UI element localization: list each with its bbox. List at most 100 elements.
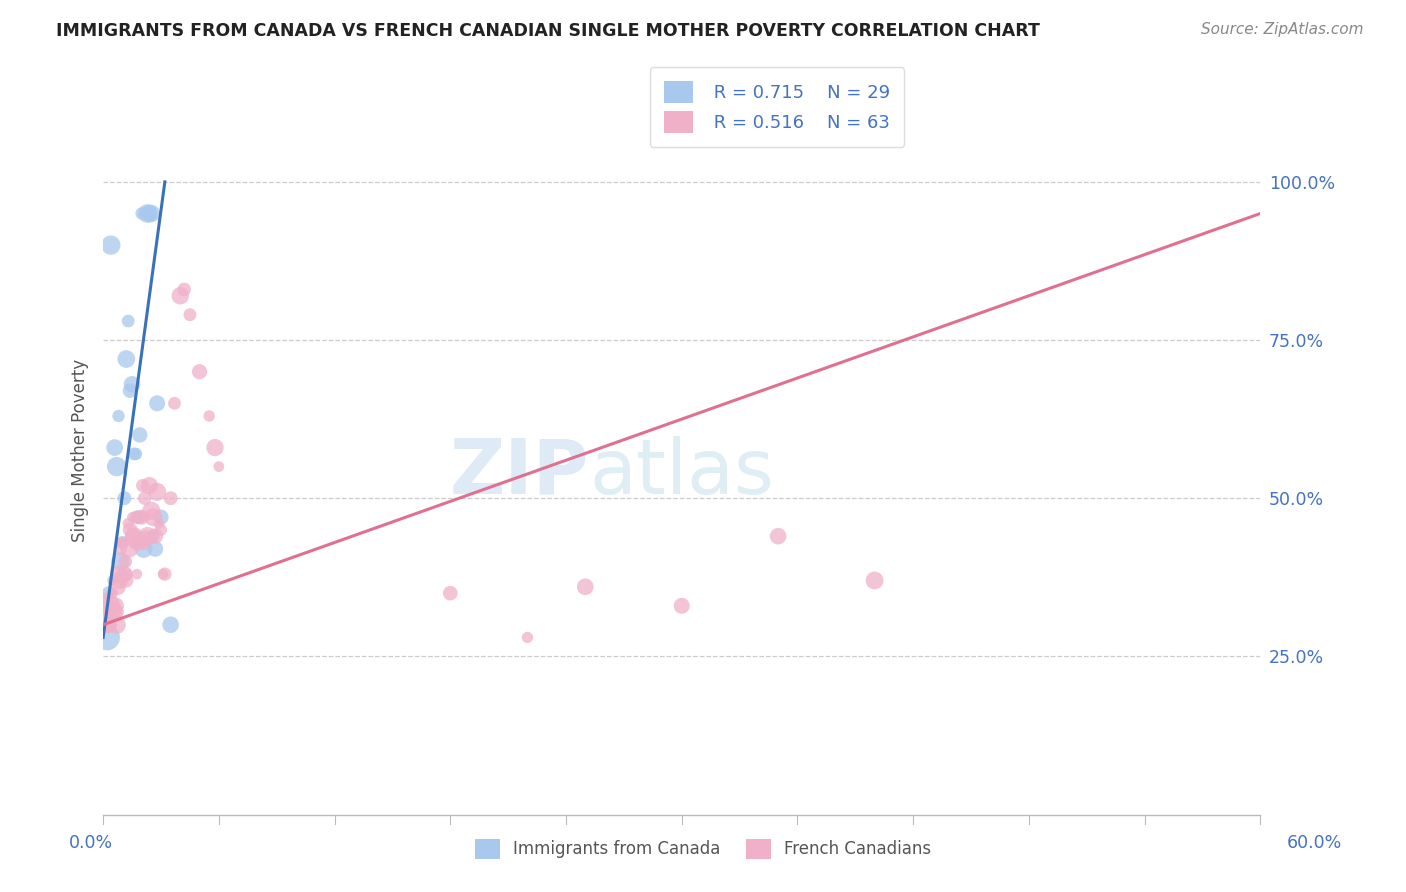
Point xyxy=(142,510,165,524)
Point xyxy=(111,535,134,549)
Point xyxy=(121,377,143,392)
Point xyxy=(766,529,789,543)
Point xyxy=(107,567,129,582)
Point xyxy=(128,510,150,524)
Point xyxy=(141,206,163,220)
Text: 60.0%: 60.0% xyxy=(1286,834,1343,852)
Point xyxy=(94,599,117,613)
Point xyxy=(153,567,176,582)
Point xyxy=(121,510,143,524)
Point xyxy=(115,567,138,582)
Point xyxy=(127,510,149,524)
Point xyxy=(134,491,156,506)
Point xyxy=(125,567,148,582)
Point xyxy=(439,586,461,600)
Point xyxy=(122,447,145,461)
Point xyxy=(96,599,118,613)
Point xyxy=(132,535,155,549)
Point xyxy=(138,206,160,220)
Text: atlas: atlas xyxy=(589,435,775,509)
Point xyxy=(105,617,128,632)
Point xyxy=(150,510,173,524)
Point xyxy=(159,617,181,632)
Point xyxy=(100,238,122,252)
Point xyxy=(107,409,129,423)
Point xyxy=(127,535,149,549)
Y-axis label: Single Mother Poverty: Single Mother Poverty xyxy=(72,359,89,542)
Point xyxy=(135,529,157,543)
Point xyxy=(120,523,142,537)
Point xyxy=(863,574,886,588)
Point xyxy=(131,478,153,492)
Point xyxy=(104,599,127,613)
Point xyxy=(120,384,142,398)
Point xyxy=(143,541,166,556)
Legend: Immigrants from Canada, French Canadians: Immigrants from Canada, French Canadians xyxy=(468,832,938,866)
Point xyxy=(132,541,155,556)
Point xyxy=(97,617,120,632)
Point xyxy=(97,586,120,600)
Point xyxy=(143,529,166,543)
Point xyxy=(169,289,191,303)
Point xyxy=(152,567,174,582)
Text: Source: ZipAtlas.com: Source: ZipAtlas.com xyxy=(1201,22,1364,37)
Point xyxy=(108,574,131,588)
Legend:  R = 0.715    N = 29,  R = 0.516    N = 63: R = 0.715 N = 29, R = 0.516 N = 63 xyxy=(650,67,904,147)
Point xyxy=(671,599,693,613)
Point xyxy=(117,314,139,328)
Point xyxy=(188,365,211,379)
Point xyxy=(107,580,129,594)
Point xyxy=(574,580,596,594)
Point xyxy=(103,605,125,619)
Point xyxy=(111,535,134,549)
Point xyxy=(146,484,169,499)
Point xyxy=(124,535,146,549)
Point xyxy=(125,510,148,524)
Text: ZIP: ZIP xyxy=(450,435,589,509)
Point xyxy=(105,459,128,474)
Point xyxy=(125,447,148,461)
Point xyxy=(118,541,141,556)
Point xyxy=(179,308,201,322)
Point xyxy=(128,428,150,442)
Point xyxy=(110,541,132,556)
Point xyxy=(100,599,122,613)
Point xyxy=(142,529,165,543)
Point xyxy=(136,529,159,543)
Point xyxy=(112,535,135,549)
Point xyxy=(138,478,160,492)
Point xyxy=(104,605,127,619)
Text: IMMIGRANTS FROM CANADA VS FRENCH CANADIAN SINGLE MOTHER POVERTY CORRELATION CHAR: IMMIGRANTS FROM CANADA VS FRENCH CANADIA… xyxy=(56,22,1040,40)
Point xyxy=(208,459,231,474)
Point xyxy=(131,206,153,220)
Point xyxy=(135,206,157,220)
Point xyxy=(112,491,135,506)
Point xyxy=(101,586,124,600)
Point xyxy=(97,617,120,632)
Point xyxy=(115,351,138,366)
Point xyxy=(159,491,181,506)
Point xyxy=(148,516,170,531)
Point xyxy=(112,567,135,582)
Point xyxy=(96,631,118,645)
Point xyxy=(150,523,173,537)
Point xyxy=(122,529,145,543)
Point xyxy=(115,574,138,588)
Point xyxy=(516,631,538,645)
Point xyxy=(163,396,186,410)
Point xyxy=(117,516,139,531)
Point xyxy=(141,504,163,518)
Point xyxy=(114,554,136,568)
Point xyxy=(101,586,124,600)
Point xyxy=(146,396,169,410)
Text: 0.0%: 0.0% xyxy=(69,834,114,852)
Point xyxy=(122,529,145,543)
Point xyxy=(101,574,124,588)
Point xyxy=(98,599,121,613)
Point xyxy=(198,409,221,423)
Point xyxy=(110,554,132,568)
Point xyxy=(136,206,159,220)
Point xyxy=(204,441,226,455)
Point xyxy=(131,510,153,524)
Point xyxy=(104,441,127,455)
